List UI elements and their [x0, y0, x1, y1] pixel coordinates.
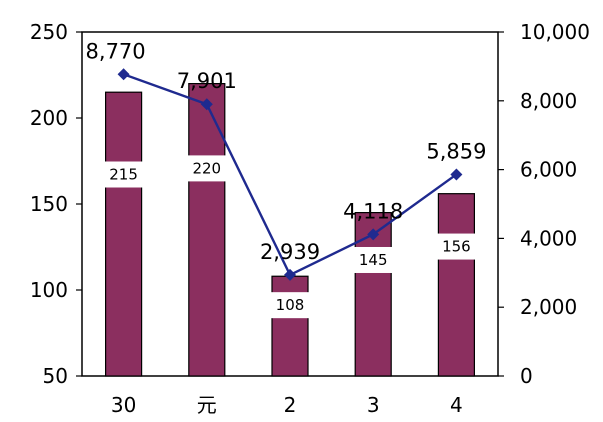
line-point-3 — [367, 228, 380, 241]
bar-value-label-1: 220 — [192, 159, 221, 177]
bar-label-box-1 — [187, 155, 226, 182]
bar-value-label-4: 156 — [442, 238, 471, 256]
left-tick-label-2: 150 — [30, 192, 68, 216]
line-value-label-1: 7,901 — [177, 69, 237, 93]
line-point-2 — [284, 268, 296, 281]
line-value-label-3: 4,118 — [343, 199, 403, 223]
bar-value-label-2: 108 — [276, 296, 305, 314]
left-tick-label-3: 200 — [30, 106, 68, 130]
right-tick-label-5: 10,000 — [520, 20, 590, 44]
category-label-0: 30 — [111, 393, 136, 417]
bar-4 — [437, 193, 475, 377]
category-label-1: 元 — [197, 393, 217, 417]
bar-2 — [271, 275, 309, 377]
left-tick-label-4: 250 — [30, 20, 68, 44]
line-point-4 — [450, 168, 463, 181]
right-tick-label-3: 6,000 — [520, 158, 577, 182]
bar-value-label-3: 145 — [359, 251, 388, 269]
left-tick-label-1: 100 — [30, 278, 68, 302]
line-value-label-4: 5,859 — [426, 139, 486, 163]
bar-label-box-3 — [354, 246, 393, 273]
bar-label-box-0 — [104, 161, 143, 188]
line-value-label-2: 2,939 — [260, 240, 320, 264]
left-tick-label-0: 50 — [43, 364, 68, 388]
bar-0 — [104, 91, 143, 377]
right-tick-label-4: 8,000 — [520, 89, 577, 113]
line-point-1 — [200, 98, 213, 111]
category-label-4: 4 — [450, 393, 463, 417]
category-label-2: 2 — [284, 393, 297, 417]
right-tick-label-0: 0 — [520, 364, 533, 388]
bar-label-box-2 — [271, 292, 309, 319]
bar-label-box-4 — [437, 233, 476, 260]
line-point-0 — [117, 68, 130, 81]
right-tick-label-2: 4,000 — [520, 226, 577, 250]
bar-value-label-0: 215 — [109, 166, 138, 184]
right-tick-label-1: 2,000 — [520, 295, 577, 319]
bar-1 — [188, 82, 226, 377]
line-value-label-0: 8,770 — [86, 39, 146, 63]
category-label-3: 3 — [367, 393, 380, 417]
